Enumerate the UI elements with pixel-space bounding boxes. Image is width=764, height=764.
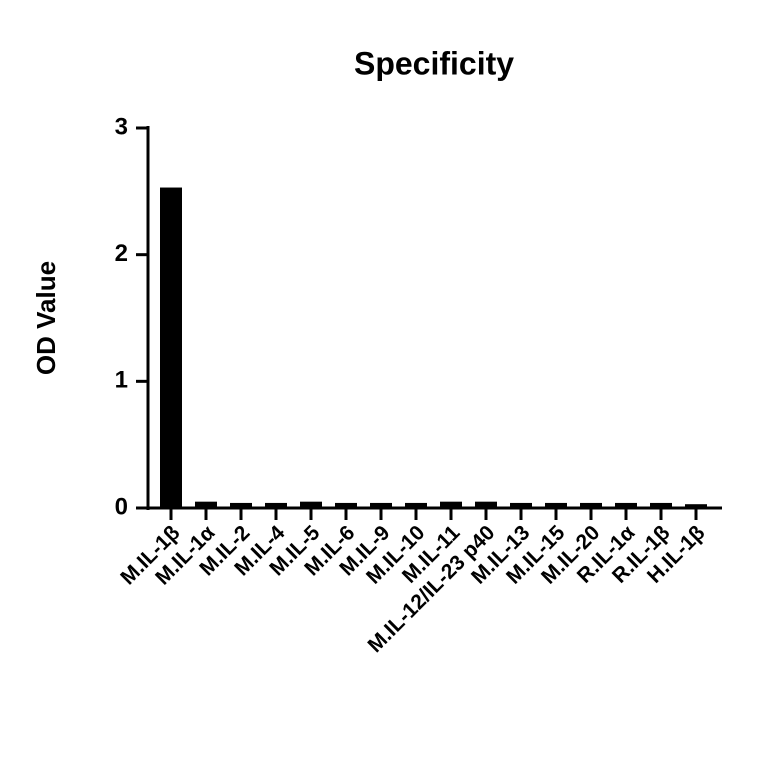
bar bbox=[510, 502, 532, 508]
bar bbox=[265, 502, 287, 508]
y-tick-label: 3 bbox=[115, 113, 128, 140]
bar bbox=[580, 502, 602, 508]
bar bbox=[160, 187, 182, 509]
bar bbox=[195, 501, 217, 508]
chart-title: Specificity bbox=[354, 45, 514, 81]
bar bbox=[440, 501, 462, 508]
bar bbox=[335, 502, 357, 508]
bar bbox=[615, 502, 637, 508]
bar bbox=[405, 502, 427, 508]
bar bbox=[650, 502, 672, 508]
bar bbox=[685, 504, 707, 508]
bar bbox=[230, 502, 252, 508]
y-axis-label: OD Value bbox=[31, 261, 61, 375]
bar bbox=[475, 501, 497, 508]
bar bbox=[300, 501, 322, 508]
y-tick-label: 2 bbox=[115, 240, 128, 267]
bar bbox=[545, 502, 567, 508]
bar bbox=[370, 502, 392, 508]
y-tick-label: 0 bbox=[115, 493, 128, 520]
y-tick-label: 1 bbox=[115, 367, 128, 394]
